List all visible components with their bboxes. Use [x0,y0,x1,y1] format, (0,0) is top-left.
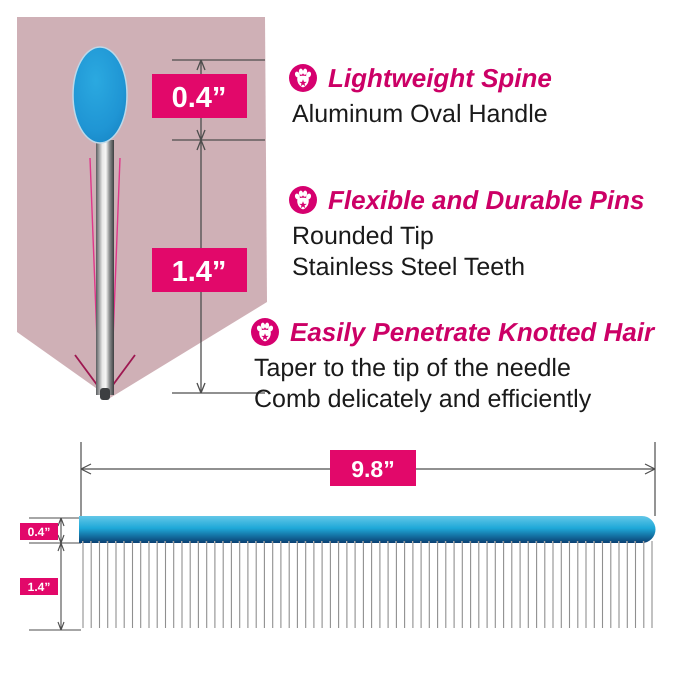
svg-text:Stainless Steel Teeth: Stainless Steel Teeth [292,253,525,281]
svg-text:9.8”: 9.8” [351,456,394,482]
svg-text:Rounded Tip: Rounded Tip [292,222,434,250]
svg-text:1.4”: 1.4” [28,580,51,594]
svg-text:Easily Penetrate Knotted Hair: Easily Penetrate Knotted Hair [290,317,656,347]
svg-text:0.4”: 0.4” [172,82,227,114]
svg-text:Flexible and Durable Pins: Flexible and Durable Pins [328,185,644,215]
svg-text:Comb delicately and efficientl: Comb delicately and efficiently [254,385,592,413]
svg-text:Lightweight Spine: Lightweight Spine [328,63,552,93]
svg-text:Aluminum Oval Handle: Aluminum Oval Handle [292,100,548,128]
svg-text:0.4”: 0.4” [28,525,51,539]
svg-text:1.4”: 1.4” [172,256,227,288]
svg-text:Taper to the tip of the needle: Taper to the tip of the needle [254,354,571,382]
